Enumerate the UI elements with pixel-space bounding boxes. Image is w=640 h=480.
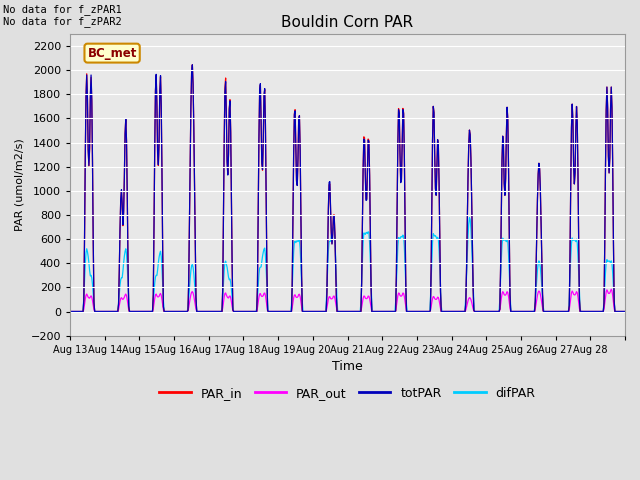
difPAR — [282, 309, 289, 314]
difPAR — [466, 215, 474, 221]
totPAR — [189, 62, 196, 68]
Text: No data for f_zPAR1: No data for f_zPAR1 — [3, 4, 122, 15]
totPAR — [262, 122, 269, 128]
totPAR — [67, 309, 74, 314]
PAR_out — [436, 301, 444, 307]
totPAR — [131, 309, 139, 314]
PAR_in — [131, 309, 139, 314]
Legend: PAR_in, PAR_out, totPAR, difPAR: PAR_in, PAR_out, totPAR, difPAR — [154, 382, 541, 405]
Title: Bouldin Corn PAR: Bouldin Corn PAR — [282, 15, 413, 30]
PAR_in — [406, 309, 413, 314]
PAR_out — [607, 286, 615, 292]
PAR_out — [282, 309, 289, 314]
Text: No data for f_zPAR2: No data for f_zPAR2 — [3, 16, 122, 27]
totPAR — [436, 289, 444, 295]
Line: totPAR: totPAR — [70, 65, 625, 312]
PAR_in — [234, 309, 242, 314]
difPAR — [234, 309, 241, 314]
PAR_in — [283, 309, 291, 314]
Line: difPAR: difPAR — [70, 218, 625, 312]
PAR_in — [436, 289, 444, 295]
PAR_out — [261, 290, 269, 296]
difPAR — [405, 309, 413, 314]
PAR_out — [67, 309, 74, 314]
totPAR — [406, 309, 413, 314]
Line: PAR_in: PAR_in — [70, 65, 625, 312]
totPAR — [234, 309, 242, 314]
difPAR — [436, 265, 444, 271]
Y-axis label: PAR (umol/m2/s): PAR (umol/m2/s) — [15, 138, 25, 231]
PAR_out — [621, 309, 629, 314]
difPAR — [67, 309, 74, 314]
PAR_out — [131, 309, 139, 314]
X-axis label: Time: Time — [332, 360, 363, 373]
difPAR — [261, 245, 269, 251]
Text: BC_met: BC_met — [88, 47, 137, 60]
totPAR — [283, 309, 291, 314]
totPAR — [621, 309, 629, 314]
PAR_in — [262, 123, 269, 129]
Line: PAR_out: PAR_out — [70, 289, 625, 312]
difPAR — [131, 309, 139, 314]
PAR_in — [621, 309, 629, 314]
PAR_out — [234, 309, 241, 314]
difPAR — [621, 309, 629, 314]
PAR_in — [67, 309, 74, 314]
PAR_out — [405, 309, 413, 314]
PAR_in — [189, 62, 196, 68]
